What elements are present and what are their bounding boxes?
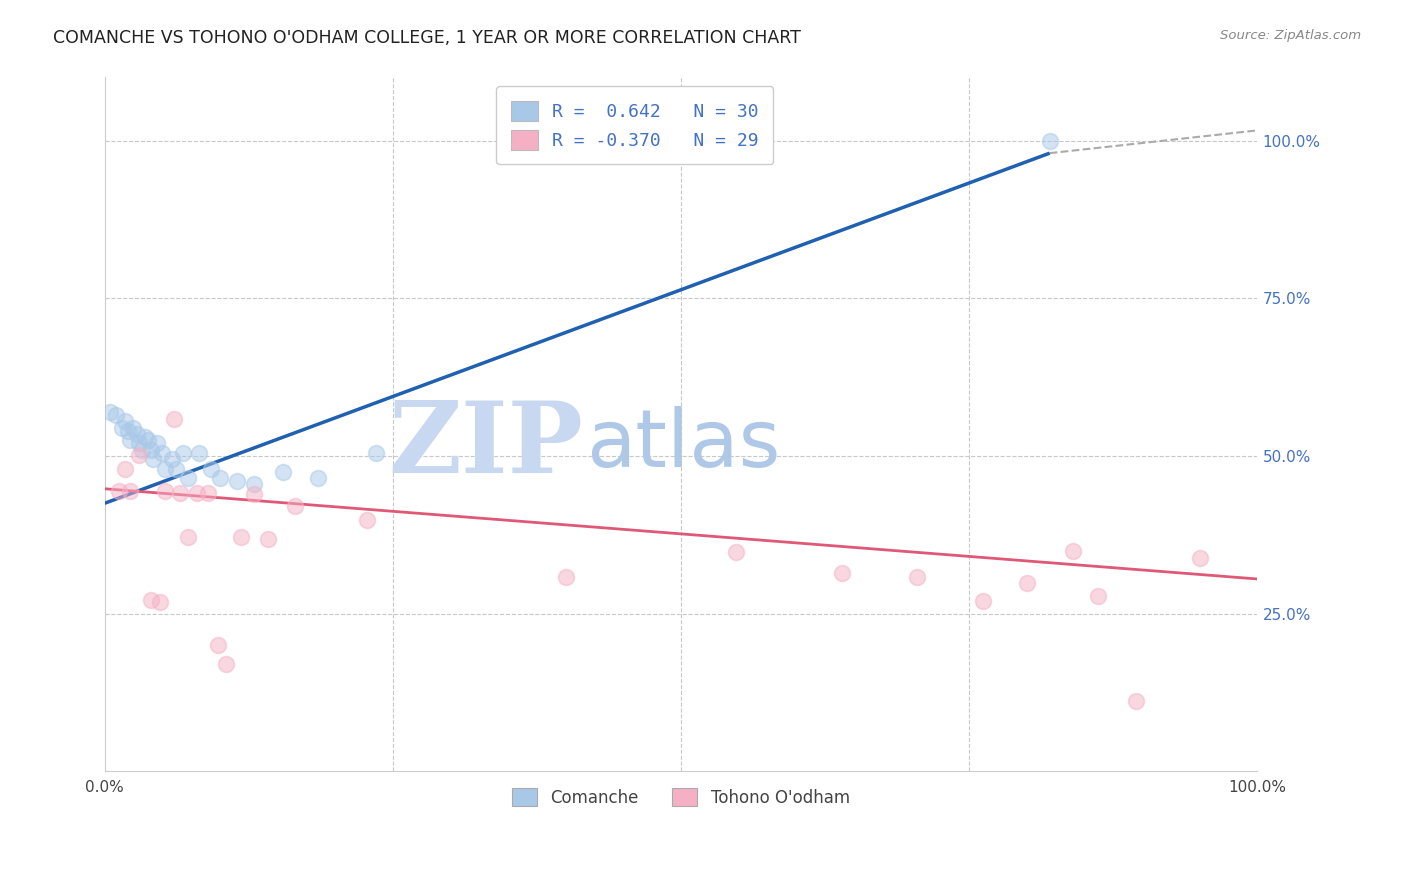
- Point: [105, 408, 128, 422]
- Point: [122, 420, 145, 434]
- Point: [186, 485, 208, 500]
- Point: [169, 485, 191, 500]
- Point: [176, 530, 198, 544]
- Point: [107, 483, 129, 498]
- Point: [176, 471, 198, 485]
- Point: [100, 405, 122, 419]
- Legend: Comanche, Tohono O'odham: Comanche, Tohono O'odham: [503, 780, 858, 815]
- Point: [208, 471, 231, 485]
- Point: [163, 412, 186, 426]
- Point: [200, 461, 222, 475]
- Point: [139, 442, 162, 457]
- Point: [284, 500, 307, 514]
- Point: [307, 471, 329, 485]
- Point: [142, 452, 165, 467]
- Point: [117, 424, 139, 438]
- Point: [128, 448, 150, 462]
- Point: [131, 442, 153, 457]
- Point: [1188, 551, 1211, 566]
- Point: [1087, 589, 1109, 603]
- Point: [118, 483, 141, 498]
- Point: [128, 436, 150, 450]
- Point: [138, 433, 160, 447]
- Point: [215, 657, 238, 672]
- Text: COMANCHE VS TOHONO O'ODHAM COLLEGE, 1 YEAR OR MORE CORRELATION CHART: COMANCHE VS TOHONO O'ODHAM COLLEGE, 1 YE…: [53, 29, 801, 46]
- Point: [1039, 134, 1062, 148]
- Point: [243, 477, 266, 491]
- Point: [153, 461, 176, 475]
- Point: [165, 461, 187, 475]
- Point: [207, 638, 229, 652]
- Point: [243, 487, 266, 501]
- Point: [160, 452, 183, 467]
- Point: [114, 414, 136, 428]
- Point: [114, 461, 136, 475]
- Point: [271, 465, 294, 479]
- Point: [905, 570, 928, 584]
- Point: [118, 433, 141, 447]
- Point: [188, 446, 211, 460]
- Point: [139, 592, 162, 607]
- Point: [197, 485, 219, 500]
- Point: [145, 436, 167, 450]
- Text: ZIP: ZIP: [388, 397, 583, 494]
- Point: [554, 570, 576, 584]
- Point: [356, 513, 378, 527]
- Point: [1015, 576, 1038, 591]
- Point: [972, 594, 994, 608]
- Point: [172, 446, 194, 460]
- Point: [125, 426, 148, 441]
- Point: [725, 545, 748, 559]
- Point: [153, 483, 176, 498]
- Point: [364, 446, 387, 460]
- Point: [134, 430, 156, 444]
- Point: [150, 446, 173, 460]
- Point: [229, 530, 252, 544]
- Point: [226, 474, 249, 488]
- Point: [149, 595, 172, 609]
- Point: [831, 566, 853, 580]
- Point: [1062, 543, 1084, 558]
- Text: atlas: atlas: [586, 406, 780, 484]
- Point: [111, 420, 134, 434]
- Point: [1125, 694, 1147, 708]
- Text: Source: ZipAtlas.com: Source: ZipAtlas.com: [1220, 29, 1361, 42]
- Point: [257, 533, 280, 547]
